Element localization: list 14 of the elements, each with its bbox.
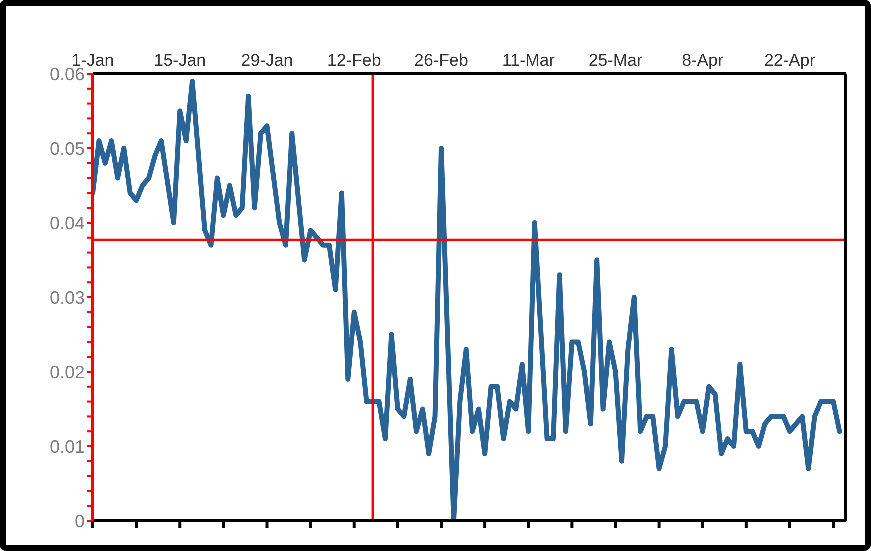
x-tick-label: 26-Feb [414, 51, 468, 70]
y-tick-label: 0.05 [50, 138, 85, 159]
x-tick-label: 15-Jan [154, 51, 206, 70]
y-tick-label: 0.02 [50, 362, 85, 382]
y-tick-label: 0 [74, 511, 85, 532]
x-tick-label: 12-Feb [327, 51, 382, 70]
x-tick-label: 8-Apr [682, 51, 724, 70]
y-tick-label: 0.01 [50, 436, 85, 457]
x-tick-label: 25-Mar [588, 51, 643, 70]
x-tick-label: 11-Mar [502, 51, 556, 70]
x-tick-label: 22-Apr [764, 51, 816, 70]
y-tick-label: 0.04 [50, 213, 85, 234]
x-tick-label: 29-Jan [241, 51, 294, 70]
y-tick-label: 0.03 [50, 288, 85, 308]
